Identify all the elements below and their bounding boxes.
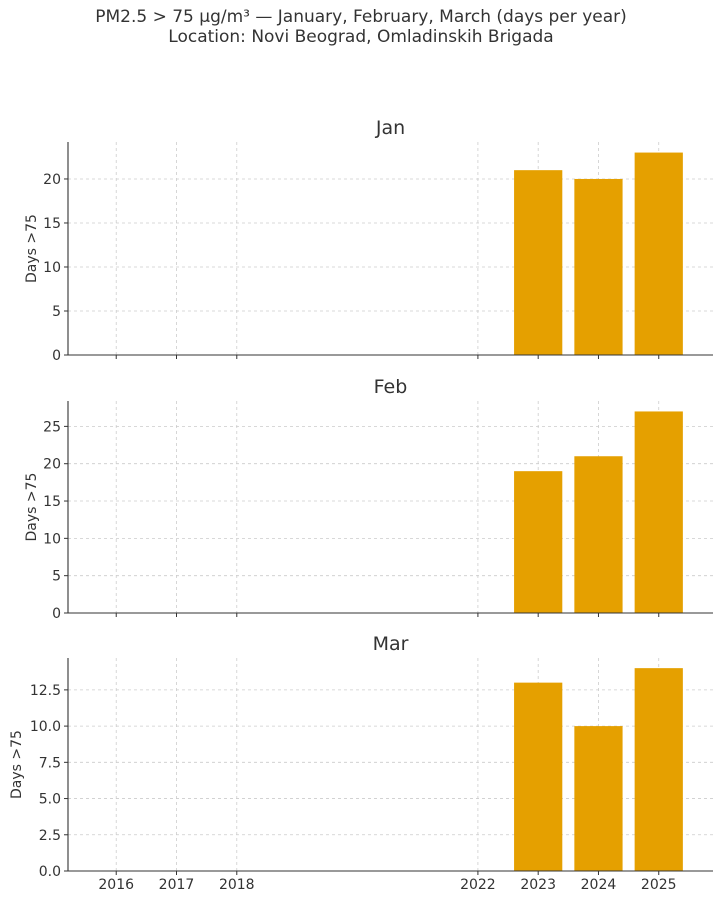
panel-title-feb: Feb xyxy=(374,376,408,398)
y-tick-label: 20 xyxy=(43,457,61,473)
y-tick-label: 2.5 xyxy=(39,828,61,844)
figure-subtitle: Location: Novi Beograd, Omladinskih Brig… xyxy=(168,27,554,47)
x-tick-label: 2017 xyxy=(159,877,195,893)
y-tick-label: 0.0 xyxy=(39,864,61,880)
y-tick-label: 0 xyxy=(52,348,61,364)
bar-mar-2025 xyxy=(634,668,683,871)
bar-feb-2025 xyxy=(634,411,683,613)
y-tick-label: 5.0 xyxy=(39,792,61,808)
x-tick-label: 2022 xyxy=(460,877,496,893)
x-tick-label: 2024 xyxy=(581,877,617,893)
bar-mar-2023 xyxy=(514,682,563,871)
panel-title-mar: Mar xyxy=(373,633,409,655)
bar-jan-2025 xyxy=(634,152,683,355)
bar-feb-2024 xyxy=(574,456,623,613)
y-axis-label: Days >75 xyxy=(24,214,40,283)
y-tick-label: 25 xyxy=(43,419,61,435)
y-tick-label: 10 xyxy=(43,260,61,276)
y-tick-label: 15 xyxy=(43,216,61,232)
x-tick-label: 2016 xyxy=(98,877,134,893)
y-axis-label: Days >75 xyxy=(24,473,40,542)
y-tick-label: 20 xyxy=(43,172,61,188)
y-tick-label: 5 xyxy=(52,304,61,320)
x-tick-label: 2018 xyxy=(219,877,255,893)
y-tick-label: 5 xyxy=(52,569,61,585)
y-tick-label: 12.5 xyxy=(30,683,61,699)
figure-title: PM2.5 > 75 µg/m³ — January, February, Ma… xyxy=(95,7,627,27)
y-tick-label: 0 xyxy=(52,606,61,622)
x-tick-label: 2023 xyxy=(520,877,556,893)
bar-jan-2023 xyxy=(514,170,563,355)
y-axis-label: Days >75 xyxy=(9,730,25,799)
y-tick-label: 15 xyxy=(43,494,61,510)
y-tick-label: 7.5 xyxy=(39,755,61,771)
panel-title-jan: Jan xyxy=(375,117,405,139)
y-tick-label: 10.0 xyxy=(30,719,61,735)
bar-jan-2024 xyxy=(574,178,623,355)
bar-mar-2024 xyxy=(574,726,623,871)
bar-feb-2023 xyxy=(514,471,563,613)
y-tick-label: 10 xyxy=(43,531,61,547)
x-tick-label: 2025 xyxy=(641,877,677,893)
